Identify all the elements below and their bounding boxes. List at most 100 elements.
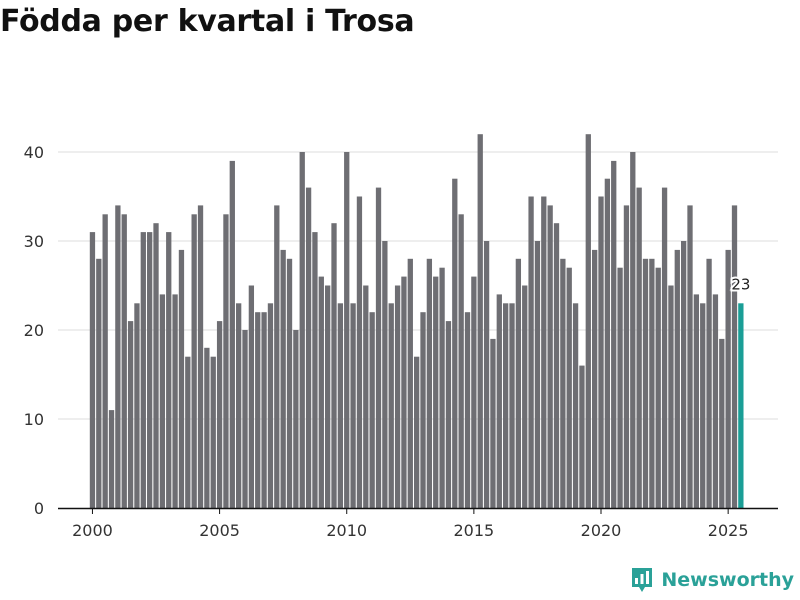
bar bbox=[642, 258, 649, 508]
bar bbox=[693, 294, 700, 508]
x-tick-label: 2020 bbox=[581, 521, 622, 540]
y-tick-label: 20 bbox=[24, 321, 44, 340]
bar bbox=[172, 294, 178, 508]
bar bbox=[452, 178, 458, 508]
bar bbox=[204, 347, 210, 508]
bar bbox=[178, 249, 185, 508]
bar bbox=[216, 321, 223, 508]
brand-logo: Newsworthy bbox=[630, 566, 794, 594]
bar bbox=[719, 338, 725, 508]
bar bbox=[255, 312, 261, 508]
x-tick-label: 2005 bbox=[199, 521, 240, 540]
bar-series bbox=[89, 134, 744, 509]
bar bbox=[159, 294, 166, 508]
x-tick-label: 2000 bbox=[72, 521, 113, 540]
bar bbox=[331, 223, 337, 508]
bar bbox=[407, 258, 413, 508]
bar bbox=[604, 178, 611, 508]
bar bbox=[115, 205, 121, 508]
bar bbox=[433, 276, 439, 508]
bar bbox=[420, 312, 426, 508]
axes bbox=[58, 507, 778, 514]
newsworthy-logo-icon bbox=[632, 568, 653, 592]
bar bbox=[261, 312, 267, 508]
bar bbox=[700, 303, 706, 508]
bar bbox=[153, 223, 159, 508]
bar bbox=[725, 249, 731, 508]
bar bbox=[668, 285, 674, 508]
bar bbox=[681, 241, 687, 508]
bar bbox=[483, 241, 490, 508]
bar bbox=[503, 303, 509, 508]
bar bbox=[534, 241, 541, 508]
bar bbox=[471, 276, 477, 508]
bar bbox=[325, 285, 331, 508]
bar bbox=[350, 303, 356, 508]
bar bbox=[445, 321, 452, 508]
bar bbox=[318, 276, 324, 508]
bar bbox=[223, 214, 229, 509]
bar bbox=[617, 267, 623, 508]
last-value-label: 23 bbox=[731, 275, 750, 293]
bar-highlighted bbox=[738, 303, 744, 508]
brand-name: Newsworthy bbox=[661, 569, 794, 591]
bar bbox=[121, 214, 127, 509]
bar bbox=[236, 303, 242, 508]
bar bbox=[655, 267, 661, 508]
bar bbox=[509, 303, 515, 508]
bar bbox=[572, 303, 579, 508]
bar bbox=[280, 249, 286, 508]
bar bbox=[636, 187, 642, 508]
bar bbox=[566, 267, 572, 508]
bar bbox=[394, 285, 401, 508]
bar bbox=[185, 356, 191, 508]
bar bbox=[712, 294, 719, 508]
bar bbox=[464, 312, 471, 508]
bar bbox=[102, 214, 108, 509]
bar bbox=[458, 214, 464, 509]
bar bbox=[337, 303, 344, 508]
bar bbox=[553, 223, 560, 508]
bar bbox=[426, 258, 433, 508]
bar bbox=[630, 152, 636, 508]
chart-title: Födda per kvartal i Trosa bbox=[0, 4, 415, 39]
bar bbox=[560, 258, 566, 508]
bar bbox=[541, 196, 547, 508]
bar bbox=[661, 187, 668, 508]
bar bbox=[344, 152, 350, 508]
bar bbox=[623, 205, 630, 508]
bar bbox=[490, 338, 496, 508]
bar bbox=[439, 267, 445, 508]
x-tick-label: 2025 bbox=[708, 521, 749, 540]
bar bbox=[140, 232, 146, 508]
bar bbox=[496, 294, 502, 508]
bar bbox=[248, 285, 255, 508]
bar bbox=[528, 196, 534, 508]
bar bbox=[242, 330, 248, 508]
y-tick-label: 10 bbox=[24, 410, 44, 429]
bar bbox=[369, 312, 375, 508]
bar bbox=[649, 258, 655, 508]
bar bbox=[388, 303, 394, 508]
bar bbox=[414, 356, 420, 508]
bar bbox=[197, 205, 204, 508]
bar bbox=[706, 258, 712, 508]
bar bbox=[731, 205, 738, 508]
bar bbox=[477, 134, 483, 508]
bar bbox=[522, 285, 528, 508]
bar bbox=[299, 152, 305, 508]
bar bbox=[382, 241, 388, 508]
bar bbox=[147, 232, 153, 508]
bar bbox=[674, 249, 680, 508]
bar bbox=[585, 134, 591, 508]
bar bbox=[267, 303, 274, 508]
bar bbox=[375, 187, 382, 508]
bar bbox=[274, 205, 280, 508]
y-tick-label: 0 bbox=[34, 499, 44, 518]
bar bbox=[363, 285, 369, 508]
x-tick-label: 2015 bbox=[454, 521, 495, 540]
bar bbox=[611, 160, 617, 508]
bar bbox=[293, 330, 299, 508]
bar bbox=[312, 232, 318, 508]
